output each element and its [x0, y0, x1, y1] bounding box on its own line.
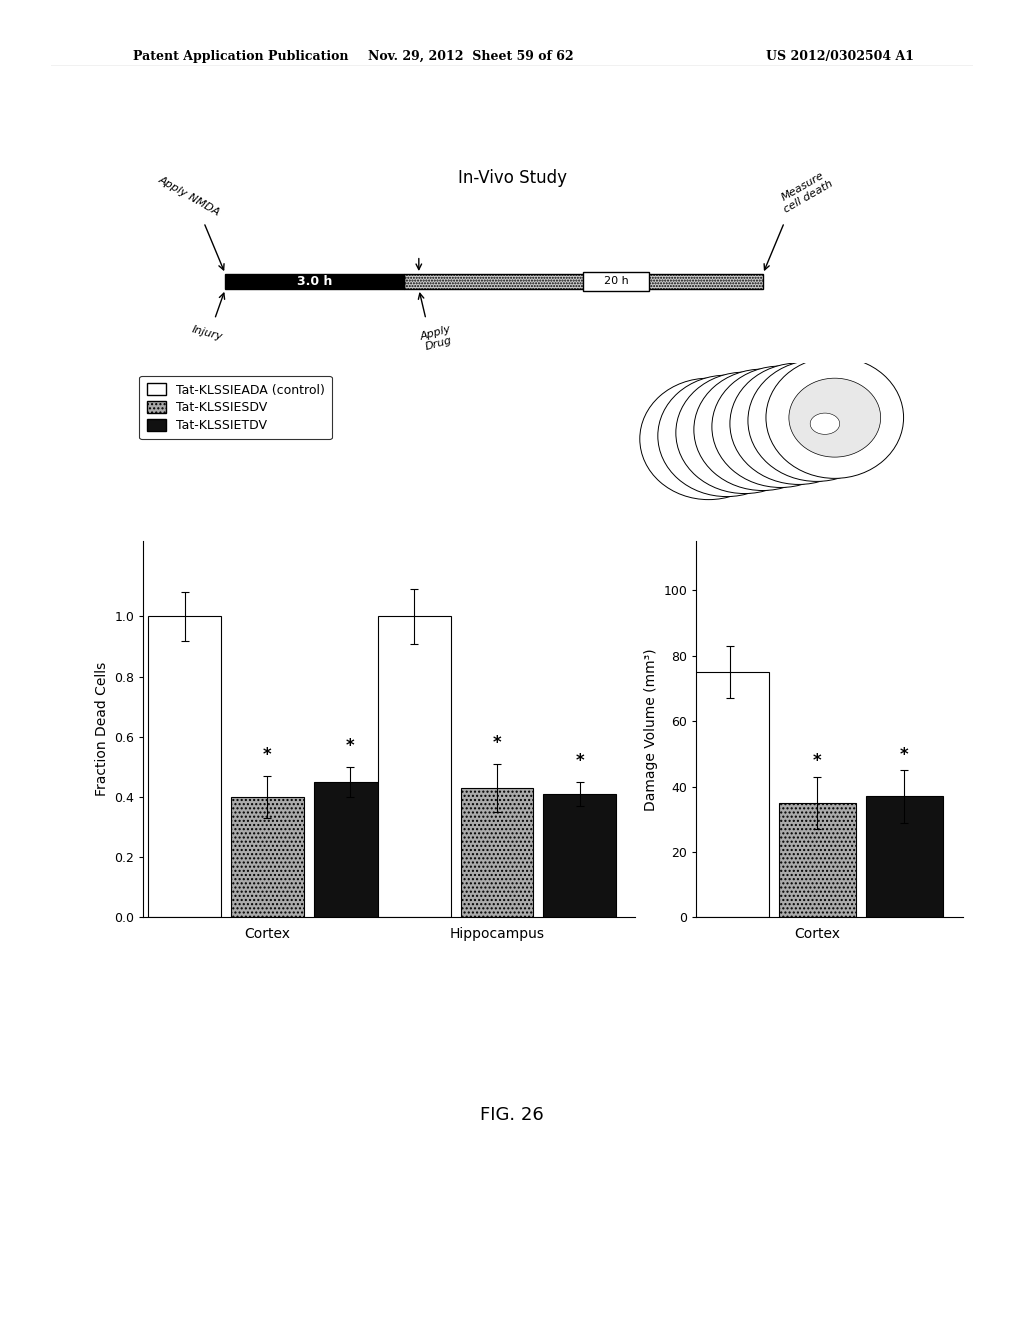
FancyBboxPatch shape — [583, 272, 649, 290]
Bar — [404, 273, 584, 289]
Ellipse shape — [793, 416, 821, 437]
Ellipse shape — [657, 375, 796, 496]
Ellipse shape — [684, 434, 714, 455]
Ellipse shape — [810, 413, 840, 434]
Text: *: * — [900, 746, 908, 764]
Text: *: * — [346, 737, 354, 755]
Bar — [779, 803, 856, 917]
Text: *: * — [575, 752, 584, 770]
Ellipse shape — [748, 360, 886, 482]
Bar — [648, 273, 763, 289]
Bar — [866, 796, 943, 917]
Ellipse shape — [663, 400, 755, 478]
Bar — [313, 781, 386, 917]
Text: *: * — [263, 746, 271, 764]
Ellipse shape — [753, 384, 845, 463]
Y-axis label: Fraction Dead Cells: Fraction Dead Cells — [95, 663, 109, 796]
Ellipse shape — [738, 425, 768, 446]
Text: Injury: Injury — [190, 323, 224, 342]
Text: Nov. 29, 2012  Sheet 59 of 62: Nov. 29, 2012 Sheet 59 of 62 — [369, 50, 573, 63]
Text: 3.0 h: 3.0 h — [297, 275, 333, 288]
Ellipse shape — [771, 381, 862, 461]
Ellipse shape — [730, 363, 867, 484]
Ellipse shape — [698, 393, 791, 473]
Ellipse shape — [774, 420, 804, 441]
Y-axis label: Damage Volume (mm³): Damage Volume (mm³) — [644, 648, 657, 810]
Text: *: * — [493, 734, 502, 752]
Ellipse shape — [735, 387, 826, 466]
Ellipse shape — [712, 366, 850, 487]
Bar — [461, 788, 534, 917]
Ellipse shape — [756, 422, 785, 444]
Ellipse shape — [676, 372, 813, 494]
Bar — [378, 616, 451, 917]
Bar — [148, 616, 221, 917]
Legend: Tat-KLSSIEADA (control), Tat-KLSSIESDV, Tat-KLSSIETDV: Tat-KLSSIEADA (control), Tat-KLSSIESDV, … — [139, 376, 332, 440]
Text: US 2012/0302504 A1: US 2012/0302504 A1 — [766, 50, 913, 63]
Text: Patent Application Publication: Patent Application Publication — [133, 50, 348, 63]
Bar — [692, 672, 769, 917]
Ellipse shape — [720, 428, 750, 450]
Text: *: * — [813, 752, 821, 770]
Text: In-Vivo Study: In-Vivo Study — [458, 169, 566, 187]
Ellipse shape — [788, 379, 881, 457]
Text: Apply NMDA: Apply NMDA — [157, 174, 222, 218]
Bar — [231, 797, 304, 917]
Ellipse shape — [694, 370, 831, 491]
Text: 20 h: 20 h — [603, 276, 629, 286]
Text: Measure
cell death: Measure cell death — [776, 169, 836, 215]
Ellipse shape — [766, 356, 903, 478]
Ellipse shape — [640, 379, 777, 500]
Bar — [544, 795, 616, 917]
Text: FIG. 26: FIG. 26 — [480, 1106, 544, 1125]
Text: Apply
Drug: Apply Drug — [419, 323, 455, 352]
Ellipse shape — [702, 432, 731, 453]
Ellipse shape — [681, 396, 772, 475]
Ellipse shape — [717, 391, 809, 470]
Bar — [225, 273, 404, 289]
